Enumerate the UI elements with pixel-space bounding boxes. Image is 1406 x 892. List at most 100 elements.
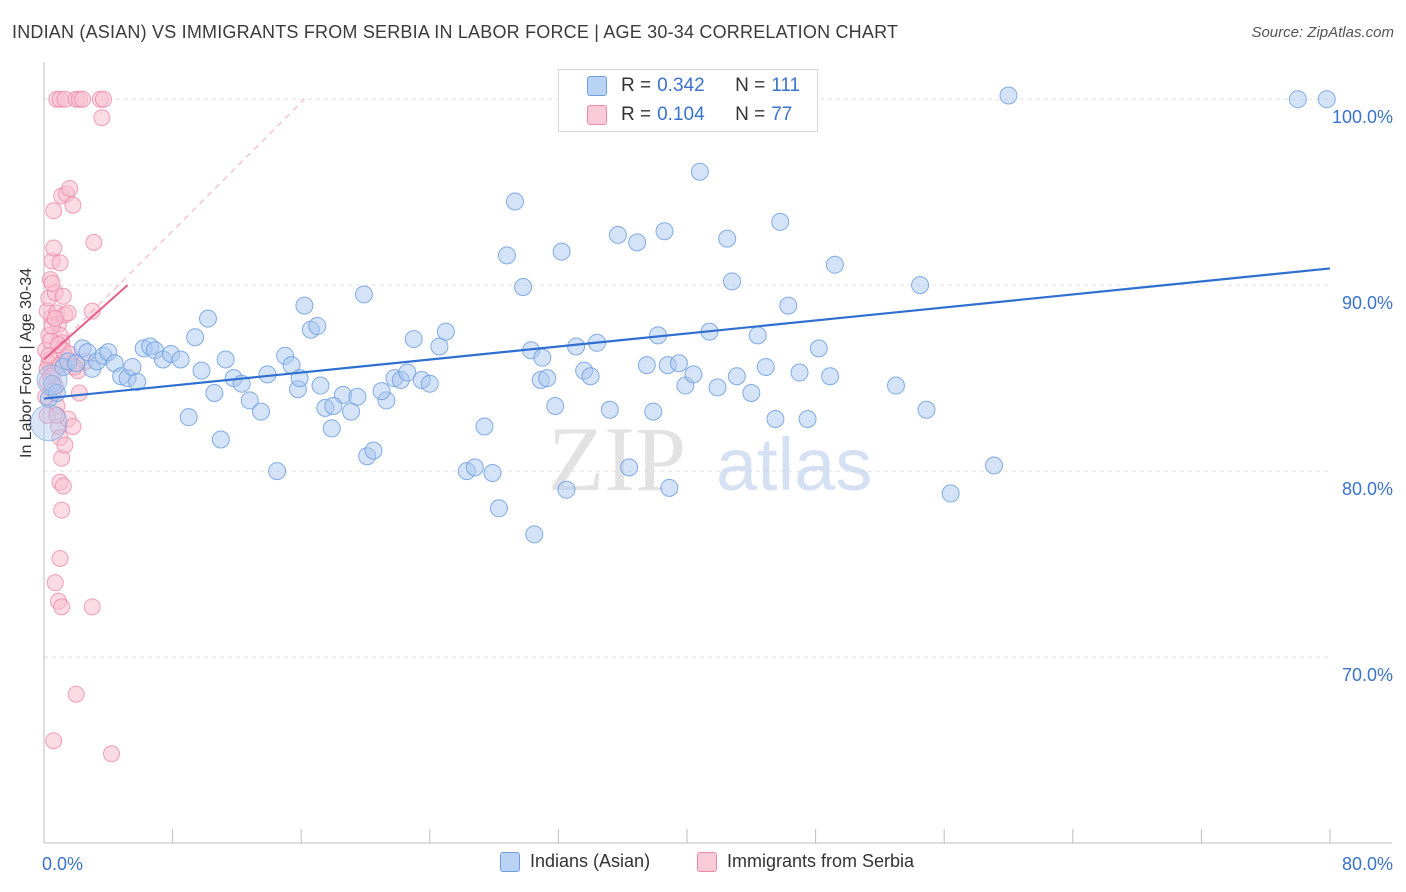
- data-point-serbia: [85, 233, 103, 251]
- data-point-indians: [404, 330, 423, 349]
- data-point-indians: [567, 337, 586, 356]
- data-point-indians: [295, 296, 314, 315]
- y-tick-label: 90.0%: [1342, 293, 1393, 313]
- data-point-indians: [489, 499, 508, 518]
- trend-line-serbia-extension: [43, 98, 305, 360]
- data-point-serbia: [70, 384, 88, 402]
- data-point-indians: [684, 365, 703, 384]
- data-point-indians: [911, 276, 930, 295]
- legend-r-value: 0.104: [657, 104, 705, 125]
- data-point-indians: [30, 404, 68, 442]
- data-point-indians: [608, 225, 627, 244]
- legend-r-label: R =: [621, 75, 652, 96]
- data-point-indians: [600, 400, 619, 419]
- data-point-indians: [766, 410, 785, 429]
- x-tick-labels: 0.0% 80.0%: [42, 854, 1393, 874]
- data-point-indians: [211, 430, 230, 449]
- data-point-indians: [718, 229, 737, 248]
- data-point-indians: [36, 364, 68, 396]
- data-point-indians: [311, 376, 330, 395]
- watermark: ZIP atlas: [548, 408, 872, 510]
- data-point-indians: [322, 419, 341, 438]
- data-point-indians: [252, 402, 271, 421]
- bottom-legend-swatch-indians: [500, 851, 520, 872]
- data-point-serbia: [83, 302, 101, 320]
- data-point-serbia: [53, 501, 71, 519]
- watermark-atlas: atlas: [716, 423, 872, 506]
- data-point-serbia: [51, 254, 69, 272]
- legend-row-serbia: R = 0.104 N = 77: [559, 101, 792, 129]
- bottom-legend-serbia[interactable]: Immigrants from Serbia: [697, 851, 914, 872]
- data-point-indians: [538, 369, 557, 388]
- trend-lines: [43, 98, 1331, 400]
- data-point-indians: [708, 378, 727, 397]
- x-tick-label: 0.0%: [42, 854, 83, 874]
- data-point-indians: [398, 363, 417, 382]
- data-point-indians: [240, 391, 259, 410]
- data-point-indians: [655, 222, 674, 241]
- series-indians-points: [30, 86, 1336, 544]
- data-point-serbia: [45, 202, 63, 220]
- data-point-indians: [917, 400, 936, 419]
- data-point-indians: [620, 458, 639, 477]
- data-point-indians: [420, 374, 439, 393]
- legend-row-indians: R = 0.342 N = 111: [559, 72, 800, 100]
- data-point-indians: [723, 272, 742, 291]
- data-point-serbia: [54, 477, 72, 495]
- chart-title: INDIAN (ASIAN) VS IMMIGRANTS FROM SERBIA…: [12, 22, 899, 42]
- data-point-indians: [546, 397, 565, 416]
- data-point-serbia: [51, 549, 69, 567]
- data-point-indians: [128, 372, 147, 391]
- data-point-indians: [690, 162, 709, 181]
- data-point-serbia: [94, 90, 112, 108]
- y-tick-label: 80.0%: [1342, 479, 1393, 499]
- data-point-indians: [809, 339, 828, 358]
- data-point-indians: [324, 397, 343, 416]
- y-axis-title: In Labor Force | Age 30-34: [18, 267, 35, 458]
- data-point-indians: [748, 326, 767, 345]
- data-point-indians: [771, 212, 790, 231]
- bottom-legend-indians[interactable]: Indians (Asian): [500, 851, 650, 872]
- data-point-indians: [268, 462, 287, 481]
- legend-n-label: N =: [735, 75, 766, 96]
- legend-n-value: 111: [771, 75, 801, 96]
- data-point-indians: [886, 376, 905, 395]
- data-point-indians: [798, 410, 817, 429]
- legend-box: R = 0.342 N = 111 R = 0.104 N = 77: [558, 69, 818, 132]
- bottom-legend-label-indians: Indians (Asian): [530, 851, 651, 871]
- data-point-indians: [557, 480, 576, 499]
- y-tick-labels: 70.0% 80.0% 90.0% 100.0%: [1332, 107, 1393, 685]
- data-point-indians: [192, 361, 211, 380]
- data-point-indians: [475, 417, 494, 436]
- data-point-serbia: [64, 196, 82, 214]
- data-point-indians: [644, 402, 663, 421]
- data-point-indians: [171, 350, 190, 369]
- data-point-indians: [514, 278, 533, 297]
- data-point-indians: [533, 348, 552, 367]
- data-point-indians: [186, 328, 205, 347]
- data-point-indians: [727, 367, 746, 386]
- data-point-indians: [669, 354, 688, 373]
- data-point-serbia: [83, 598, 101, 616]
- data-point-indians: [342, 402, 361, 421]
- data-point-indians: [372, 382, 391, 401]
- data-point-serbia: [46, 574, 64, 592]
- data-point-indians: [179, 408, 198, 427]
- legend-n-value: 77: [771, 104, 793, 125]
- source-credit: Source: ZipAtlas.com: [1251, 24, 1394, 41]
- data-point-serbia: [49, 336, 67, 354]
- legend-swatch-indians: [587, 76, 607, 96]
- data-point-indians: [941, 484, 960, 503]
- trend-line-serbia: [43, 284, 129, 361]
- y-tick-label: 70.0%: [1342, 665, 1393, 685]
- data-point-indians: [364, 441, 383, 460]
- bottom-legend-label-serbia: Immigrants from Serbia: [727, 851, 915, 871]
- data-point-serbia: [54, 287, 72, 305]
- legend-swatch-serbia: [587, 105, 607, 125]
- data-point-indians: [628, 233, 647, 252]
- bottom-legend-swatch-serbia: [697, 851, 717, 872]
- data-point-indians: [497, 246, 516, 265]
- data-point-indians: [660, 478, 679, 497]
- data-point-indians: [1288, 90, 1307, 109]
